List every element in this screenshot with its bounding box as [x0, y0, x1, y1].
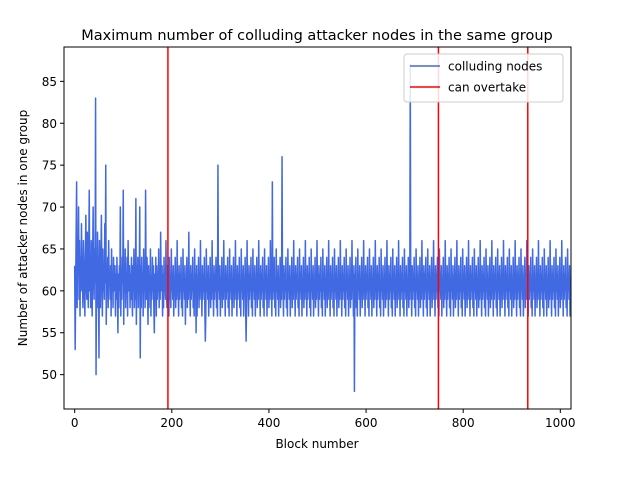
- y-tick-label-5: 75: [42, 159, 57, 173]
- y-tick-label-1: 55: [42, 326, 57, 340]
- y-tick-label-6: 80: [42, 117, 57, 131]
- y-tick-label-7: 85: [42, 75, 57, 89]
- y-tick-label-3: 65: [42, 242, 57, 256]
- y-tick-label-0: 50: [42, 368, 57, 382]
- x-tick-label-0: 0: [71, 416, 79, 430]
- x-tick-label-1: 200: [160, 416, 183, 430]
- y-tick-label-4: 70: [42, 201, 57, 215]
- x-axis-ticks: 0 200 400 600 800 1000: [71, 409, 576, 430]
- legend-label-colluding-nodes: colluding nodes: [448, 60, 542, 74]
- plot-area: [63, 46, 572, 410]
- x-axis-label: Block number: [275, 437, 358, 451]
- chart-title: Maximum number of colluding attacker nod…: [81, 28, 552, 44]
- plot-frame: [63, 46, 572, 410]
- y-axis-ticks: 50 55 60 65 70 75 80 85: [42, 75, 64, 382]
- y-tick-label-2: 60: [42, 284, 57, 298]
- series-layer: [73, 63, 571, 393]
- legend: colluding nodes can overtake: [403, 53, 564, 103]
- x-tick-label-3: 600: [355, 416, 378, 430]
- vlines-layer: [167, 47, 529, 409]
- series-line-0: [73, 63, 571, 393]
- x-tick-label-5: 1000: [545, 416, 576, 430]
- x-tick-label-2: 400: [257, 416, 280, 430]
- legend-label-can-overtake: can overtake: [448, 81, 526, 95]
- x-tick-label-4: 800: [452, 416, 475, 430]
- legend-box: [403, 53, 564, 103]
- y-axis-label: Number of attacker nodes in one group: [16, 110, 30, 347]
